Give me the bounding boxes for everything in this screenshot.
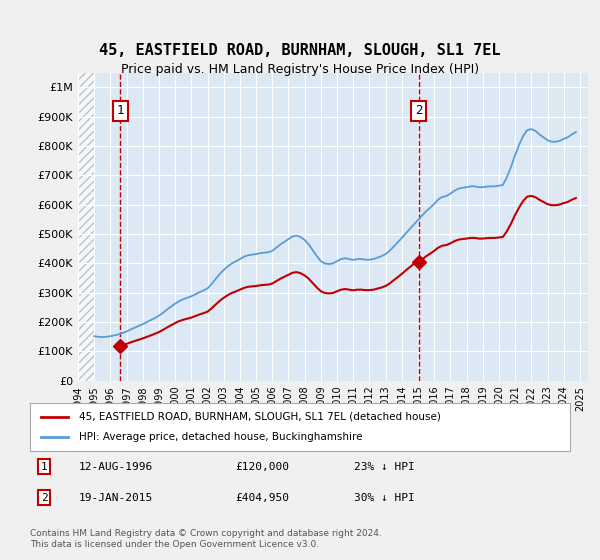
Text: 12-AUG-1996: 12-AUG-1996 (79, 461, 153, 472)
Text: 23% ↓ HPI: 23% ↓ HPI (354, 461, 415, 472)
Text: 19-JAN-2015: 19-JAN-2015 (79, 493, 153, 503)
Text: 1: 1 (41, 461, 47, 472)
Text: 2: 2 (41, 493, 47, 503)
Text: 30% ↓ HPI: 30% ↓ HPI (354, 493, 415, 503)
Bar (78, 73, 95, 381)
Text: HPI: Average price, detached house, Buckinghamshire: HPI: Average price, detached house, Buck… (79, 432, 362, 442)
Text: 45, EASTFIELD ROAD, BURNHAM, SLOUGH, SL1 7EL: 45, EASTFIELD ROAD, BURNHAM, SLOUGH, SL1… (99, 43, 501, 58)
Text: £120,000: £120,000 (235, 461, 289, 472)
Text: Price paid vs. HM Land Registry's House Price Index (HPI): Price paid vs. HM Land Registry's House … (121, 63, 479, 77)
Text: £404,950: £404,950 (235, 493, 289, 503)
Text: 45, EASTFIELD ROAD, BURNHAM, SLOUGH, SL1 7EL (detached house): 45, EASTFIELD ROAD, BURNHAM, SLOUGH, SL1… (79, 412, 440, 422)
Text: 1: 1 (116, 104, 124, 118)
Text: Contains HM Land Registry data © Crown copyright and database right 2024.
This d: Contains HM Land Registry data © Crown c… (30, 529, 382, 549)
Text: 2: 2 (415, 104, 422, 118)
Bar (78, 73, 95, 381)
